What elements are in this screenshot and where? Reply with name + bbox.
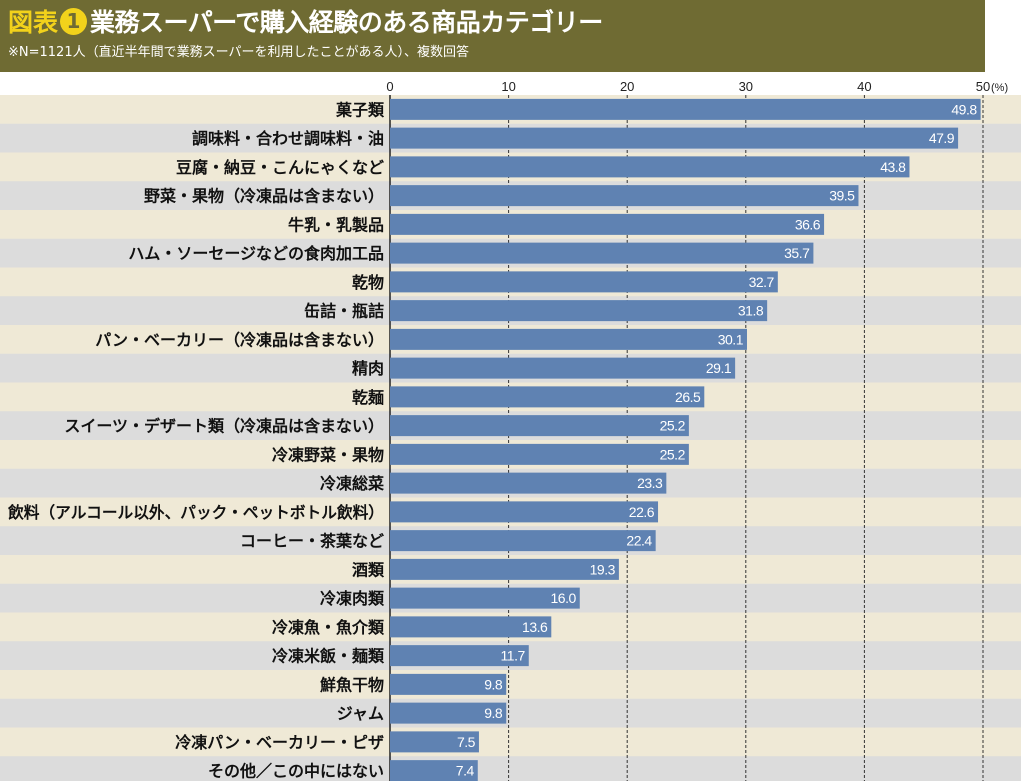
bar: [390, 645, 529, 667]
category-label: その他／この中にはない: [208, 762, 384, 781]
bar: [390, 271, 778, 293]
bar: [390, 443, 689, 465]
bar: [390, 587, 580, 609]
value-label: 11.7: [501, 648, 526, 664]
category-label: 鮮魚干物: [320, 675, 384, 694]
value-label: 25.2: [660, 418, 686, 434]
category-label: 野菜・果物（冷凍品は含まない）: [144, 187, 384, 206]
x-tick-label: 50: [976, 79, 990, 94]
bar: [390, 242, 814, 264]
category-label: 冷凍米飯・麺類: [272, 647, 385, 666]
category-label: 冷凍肉類: [320, 589, 385, 608]
bar: [390, 760, 478, 781]
x-tick-label: 20: [620, 79, 634, 94]
category-label: 乾物: [352, 273, 384, 292]
category-label: 冷凍パン・ベーカリー・ピザ: [175, 733, 384, 752]
value-label: 49.8: [951, 101, 977, 117]
category-label: 飲料（アルコール以外、パック・ペットボトル飲料）: [7, 503, 384, 522]
value-label: 9.8: [484, 705, 503, 721]
category-label: パン・ベーカリー（冷凍品は含まない）: [95, 330, 384, 349]
value-label: 22.6: [629, 504, 655, 520]
value-label: 47.9: [929, 130, 955, 146]
value-label: 7.4: [456, 763, 475, 779]
category-label: 冷凍野菜・果物: [272, 445, 384, 464]
value-label: 30.1: [718, 331, 744, 347]
bar: [390, 300, 768, 322]
bar: [390, 185, 859, 207]
bar: [390, 673, 507, 695]
x-tick-label: 40: [857, 79, 871, 94]
category-label: 冷凍総菜: [320, 474, 384, 493]
category-label: 牛乳・乳製品: [288, 215, 384, 234]
category-label: ハム・ソーセージなどの食肉加工品: [128, 244, 384, 263]
bar: [390, 558, 619, 580]
category-label: 豆腐・納豆・こんにゃくなど: [176, 158, 384, 177]
category-label: 酒類: [352, 560, 385, 579]
chart-title: 図表 1 業務スーパーで購入経験のある商品カテゴリー: [8, 3, 603, 39]
value-label: 22.4: [626, 533, 652, 549]
chart-note: ※N=1121人（直近半年間で業務スーパーを利用したことがある人）、複数回答: [8, 45, 469, 60]
value-label: 26.5: [675, 389, 701, 405]
category-label: 乾麺: [352, 388, 384, 407]
value-label: 7.5: [457, 734, 476, 750]
bar: [390, 415, 689, 437]
chart-header: 図表 1 業務スーパーで購入経験のある商品カテゴリー ※N=1121人（直近半年…: [0, 0, 985, 72]
category-label: 缶詰・瓶詰: [304, 302, 384, 321]
bar: [390, 702, 507, 724]
bar: [390, 127, 959, 149]
bar: [390, 357, 736, 379]
bar: [390, 472, 667, 494]
category-label: ジャム: [337, 704, 384, 723]
row-band: [0, 727, 1021, 757]
value-label: 29.1: [706, 360, 732, 376]
chart-title-text: 業務スーパーで購入経験のある商品カテゴリー: [90, 8, 603, 37]
value-label: 25.2: [660, 446, 686, 462]
value-label: 32.7: [749, 274, 775, 290]
category-label: コーヒー・茶葉など: [240, 532, 384, 551]
value-label: 23.3: [637, 475, 663, 491]
figure-number-badge: 1: [60, 7, 88, 35]
value-label: 35.7: [784, 245, 810, 261]
row-band: [0, 670, 1021, 700]
bar: [390, 616, 552, 638]
bar: [390, 386, 705, 408]
x-tick-label: 0: [386, 79, 393, 94]
category-label: 調味料・合わせ調味料・油: [192, 129, 384, 148]
category-label: 菓子類: [335, 100, 385, 119]
value-label: 36.6: [795, 216, 821, 232]
bar: [390, 328, 747, 350]
value-label: 43.8: [880, 159, 906, 175]
category-label: 冷凍魚・魚介類: [272, 618, 385, 637]
bar: [390, 98, 981, 120]
value-label: 16.0: [551, 590, 577, 606]
x-tick-label: 30: [739, 79, 753, 94]
bar: [390, 731, 479, 753]
value-label: 31.8: [738, 303, 764, 319]
value-label: 9.8: [484, 676, 503, 692]
value-label: 39.5: [829, 188, 855, 204]
bar: [390, 530, 656, 552]
value-label: 19.3: [590, 561, 616, 577]
figure-label: 図表: [8, 8, 59, 37]
value-label: 13.6: [522, 619, 548, 635]
bar: [390, 501, 659, 523]
category-label: 精肉: [352, 359, 384, 378]
bar: [390, 156, 910, 178]
bar: [390, 213, 825, 235]
row-band: [0, 698, 1021, 728]
unit-label: (%): [991, 82, 1008, 94]
category-label: スイーツ・デザート類（冷凍品は含まない）: [64, 417, 384, 436]
x-tick-label: 10: [501, 79, 515, 94]
row-band: [0, 756, 1021, 781]
